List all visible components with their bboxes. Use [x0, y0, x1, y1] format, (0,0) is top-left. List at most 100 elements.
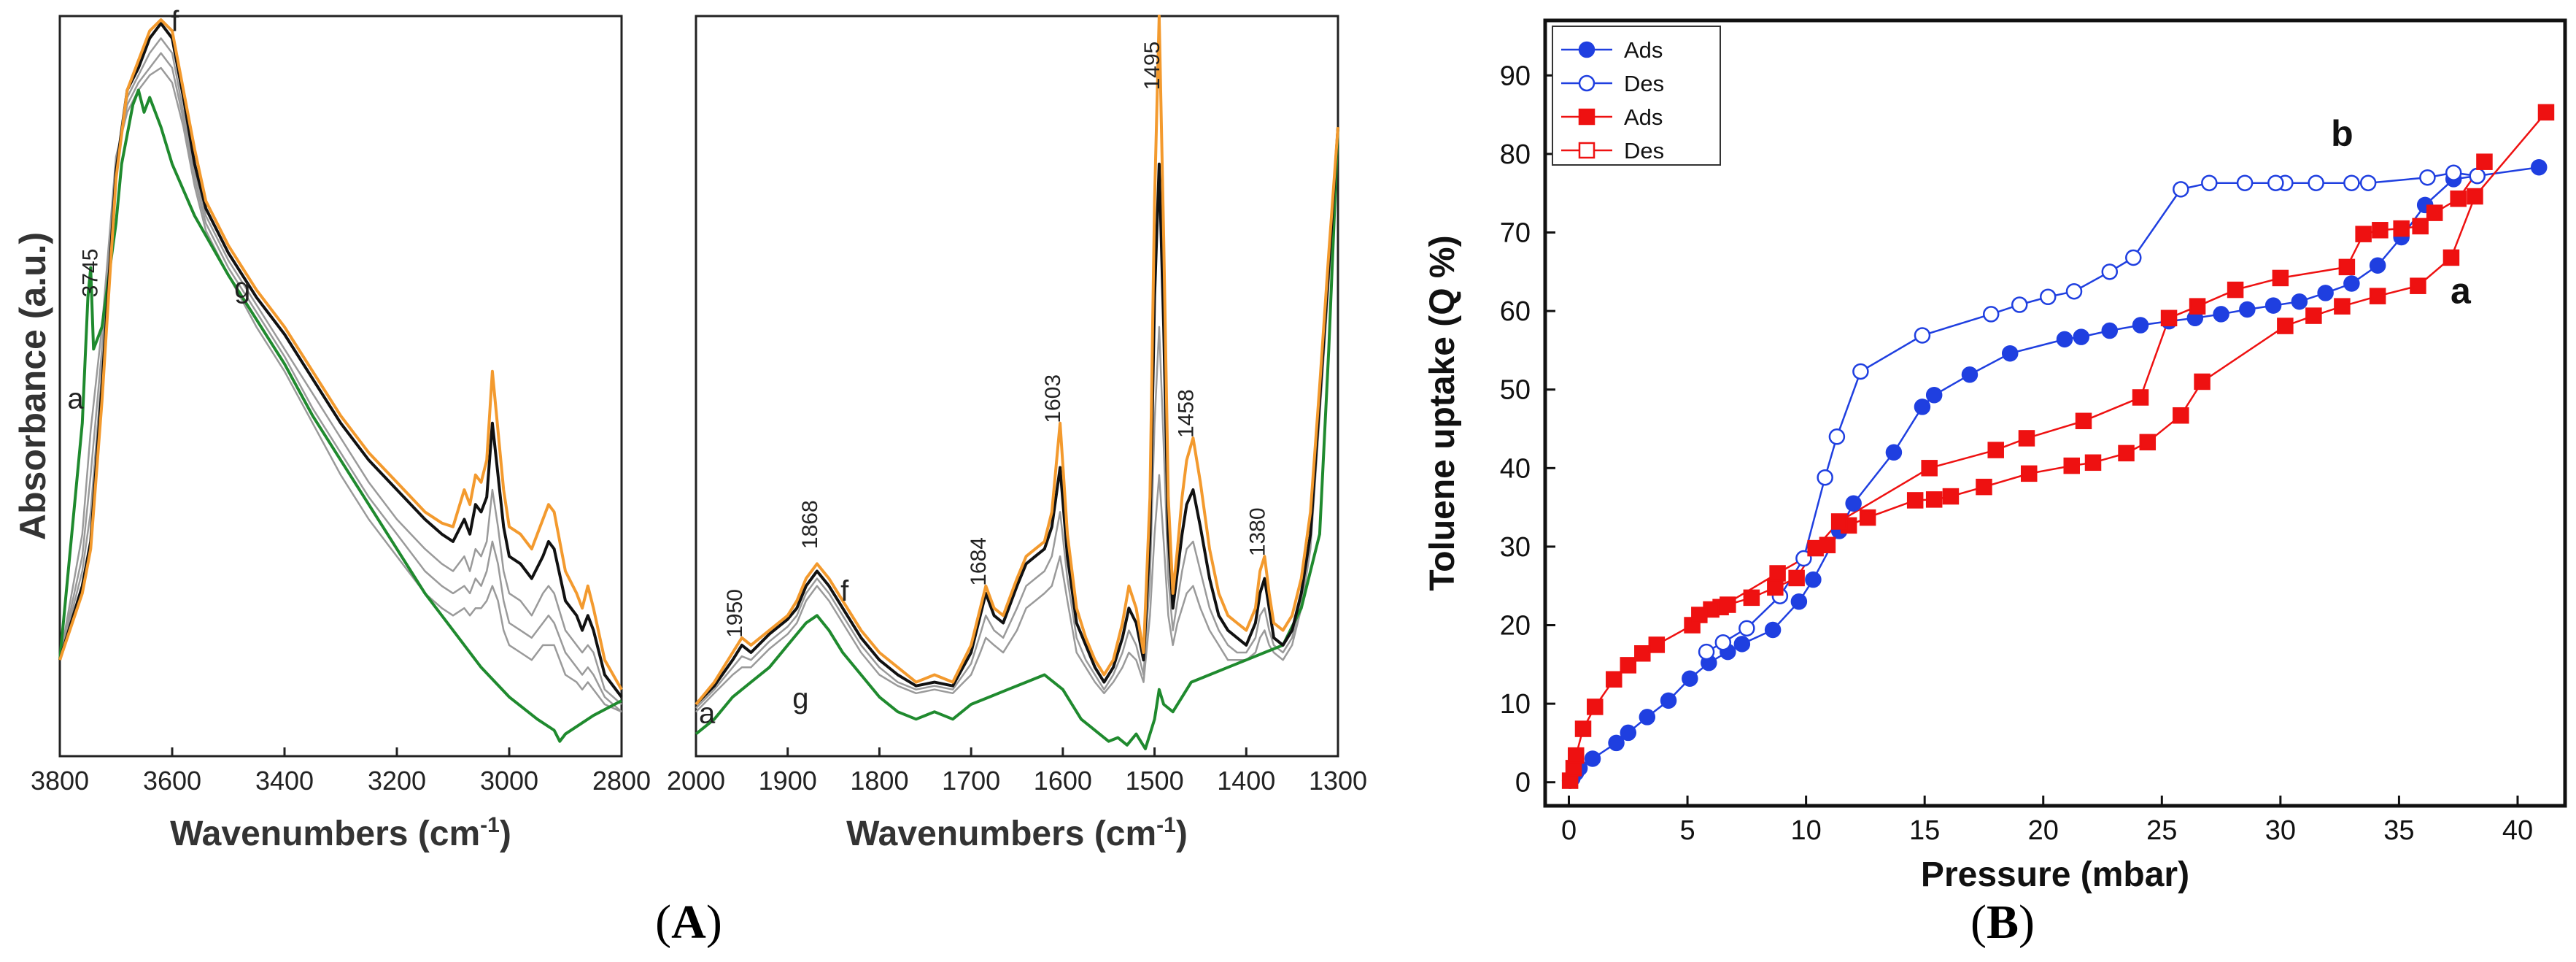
- B-data-point: [2369, 288, 2386, 304]
- A-right-x-tick-label: 1600: [1034, 766, 1092, 796]
- A-left-series-gray1: [58, 37, 622, 705]
- B-data-point: [1852, 363, 1869, 380]
- B-data-point: [1620, 657, 1637, 674]
- B-data-point: [1743, 589, 1760, 607]
- B-data-point: [2118, 445, 2135, 462]
- B-x-tick-label: 0: [1561, 815, 1577, 846]
- panel-a-caption: (A): [655, 896, 722, 949]
- B-data-point: [2001, 345, 2019, 362]
- B-data-point: [2305, 307, 2322, 324]
- B-data-point: [2101, 263, 2119, 280]
- A-right-x-tick-label: 1800: [850, 766, 908, 796]
- A-left-curve-label: f: [171, 5, 179, 37]
- B-data-point: [2277, 318, 2294, 334]
- A-left-x-tick-label: 3200: [368, 766, 426, 796]
- B-data-point: [1830, 513, 1848, 530]
- B-data-point: [1620, 724, 1637, 742]
- B-data-point: [2101, 322, 2119, 339]
- A-right-curve-label: a: [699, 697, 716, 729]
- B-legend-marker: [1578, 74, 1596, 92]
- B-data-point: [2075, 412, 2092, 430]
- A-right-series-f: [695, 15, 1339, 706]
- panel-b-caption-open: (: [1970, 896, 1987, 949]
- A-right-series-g: [695, 127, 1339, 750]
- A-left-x-axis-label-main: Wavenumbers (cm: [170, 815, 480, 853]
- A-left-series-f: [58, 18, 623, 690]
- B-data-point: [2056, 331, 2073, 348]
- A-right-peak-label: 1495: [1140, 42, 1164, 91]
- B-data-point: [2359, 174, 2377, 191]
- panel-b-caption: (B): [1970, 896, 2035, 949]
- B-data-point: [2020, 465, 2038, 482]
- B-data-point: [1828, 428, 1846, 445]
- B-data-point: [2132, 317, 2149, 334]
- B-data-point: [1982, 306, 2000, 323]
- B-data-point: [2355, 226, 2372, 242]
- B-data-point: [1720, 596, 1736, 613]
- A-right-curve-label: f: [840, 575, 849, 607]
- B-x-tick-label: 15: [1909, 815, 1940, 846]
- A-left-x-tick-label: 3600: [143, 766, 201, 796]
- B-data-point: [2239, 301, 2256, 318]
- B-data-point: [1817, 469, 1833, 486]
- B-y-tick-label: 60: [1500, 296, 1531, 327]
- B-data-point: [2201, 174, 2218, 191]
- B-data-point: [2410, 277, 2426, 294]
- B-frame: [1543, 18, 2567, 808]
- B-data-point: [2372, 222, 2389, 239]
- B-data-point: [2334, 298, 2351, 315]
- B-data-point: [1648, 636, 1666, 653]
- A-left-x-tick-label: 3400: [255, 766, 314, 796]
- B-x-tick-label: 25: [2146, 815, 2177, 846]
- A-right-x-tick-label: 1700: [942, 766, 1000, 796]
- A-right-series-black: [695, 126, 1339, 706]
- B-y-tick-label: 10: [1500, 689, 1531, 720]
- toluene-uptake-plot: 0 5 10 15 20 25 30 35 40 0 10 20 30 40 50 60 70 80 90 Press…: [1423, 18, 2567, 894]
- A-left-peak-label: 3745: [79, 249, 103, 298]
- A-right-frame: [695, 15, 1339, 758]
- A-right-peak-label: 1380: [1245, 507, 1269, 556]
- B-data-point: [2227, 281, 2244, 299]
- A-right-x-axis-label-end: ): [1176, 815, 1188, 853]
- panel-a-caption-open: (: [655, 896, 671, 949]
- B-data-point: [1914, 399, 1931, 415]
- B-data-point: [2073, 328, 2090, 345]
- B-data-point: [1807, 539, 1824, 557]
- B-data-point: [1568, 747, 1585, 764]
- A-left-x-axis-label: Wavenumbers (cm-1): [170, 813, 511, 853]
- B-y-tick-label: 80: [1500, 139, 1531, 170]
- B-data-point: [2369, 257, 2386, 274]
- B-x-tick-label: 35: [2383, 815, 2414, 846]
- B-data-point: [2476, 153, 2493, 170]
- B-data-point: [2537, 104, 2555, 121]
- B-data-point: [2343, 174, 2360, 191]
- B-x-tick-label: 40: [2502, 815, 2533, 846]
- B-data-point: [1961, 366, 1979, 383]
- A-left-series-gray2: [58, 52, 622, 713]
- B-data-point: [1845, 495, 1862, 512]
- B-data-point: [2125, 249, 2142, 266]
- B-series-line: [1569, 112, 2547, 781]
- B-curve-label: a: [2451, 270, 2472, 311]
- B-data-point: [2317, 285, 2334, 301]
- B-data-point: [2160, 309, 2178, 327]
- B-data-point: [1925, 387, 1943, 404]
- B-data-point: [2018, 430, 2035, 447]
- B-data-point: [1682, 670, 1698, 687]
- A-right-series-gray1: [695, 127, 1339, 709]
- A-right-series-gray2: [695, 127, 1339, 713]
- A-left-x-axis-label-end: ): [500, 815, 511, 853]
- B-data-point: [1788, 569, 1805, 587]
- B-y-tick-label: 70: [1500, 218, 1531, 249]
- A-left-x-tick-label: 2800: [592, 766, 651, 796]
- B-data-point: [2139, 434, 2157, 451]
- B-data-point: [2445, 164, 2462, 181]
- A-right-x-tick-label: 1300: [1309, 766, 1367, 796]
- B-data-point: [1769, 565, 1786, 582]
- B-y-axis-label: Toluene uptake (Q %): [1423, 235, 1462, 590]
- A-right-x-axis-label-sup: -1: [1156, 813, 1176, 837]
- B-curve-label: b: [2331, 113, 2353, 154]
- panel-b-caption-letter: B: [1987, 896, 2019, 949]
- B-y-tick-label: 50: [1500, 375, 1531, 406]
